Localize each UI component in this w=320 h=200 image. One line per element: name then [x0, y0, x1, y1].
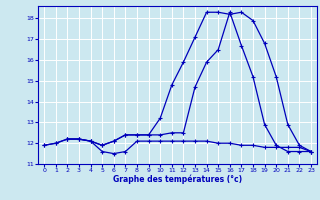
X-axis label: Graphe des températures (°c): Graphe des températures (°c) [113, 175, 242, 184]
